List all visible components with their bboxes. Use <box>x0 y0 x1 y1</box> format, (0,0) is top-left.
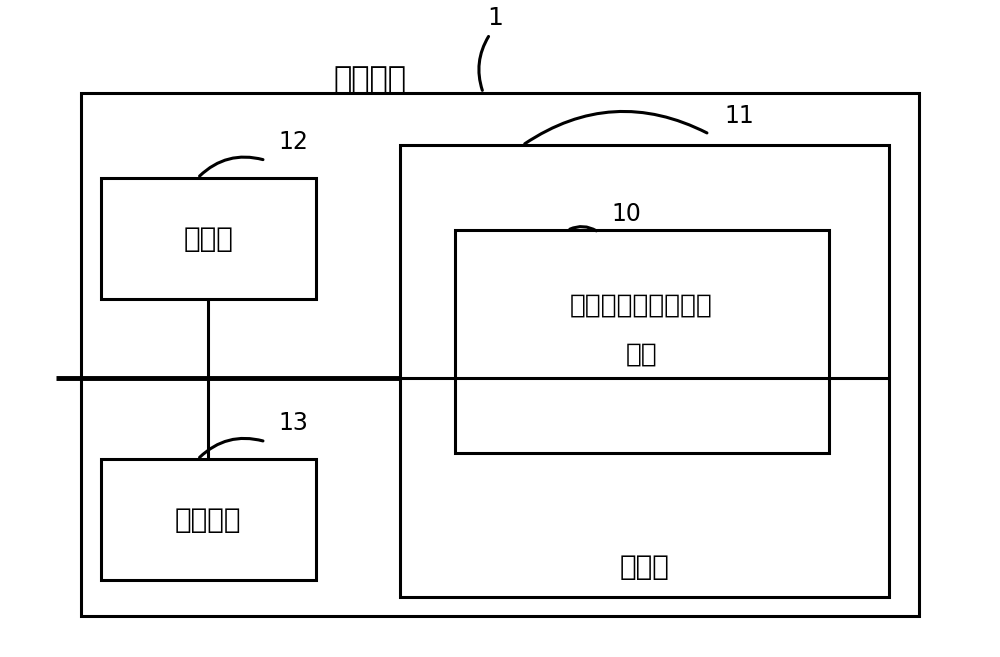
Text: 处理器: 处理器 <box>183 225 233 253</box>
Text: 12: 12 <box>279 130 308 154</box>
Bar <box>81 93 919 616</box>
Text: 程序: 程序 <box>626 342 657 368</box>
Text: 13: 13 <box>279 411 308 436</box>
Bar <box>101 459 316 580</box>
Text: 电子设备: 电子设备 <box>334 66 407 95</box>
Text: 11: 11 <box>724 104 754 128</box>
Bar <box>400 145 889 597</box>
Text: 10: 10 <box>612 202 642 226</box>
Text: 存储器: 存储器 <box>620 553 670 581</box>
Text: 1: 1 <box>487 6 503 30</box>
Bar <box>101 178 316 299</box>
Bar <box>455 231 829 453</box>
Text: 室内老年人安全监护: 室内老年人安全监护 <box>570 292 713 319</box>
Text: 网络接口: 网络接口 <box>175 506 242 534</box>
